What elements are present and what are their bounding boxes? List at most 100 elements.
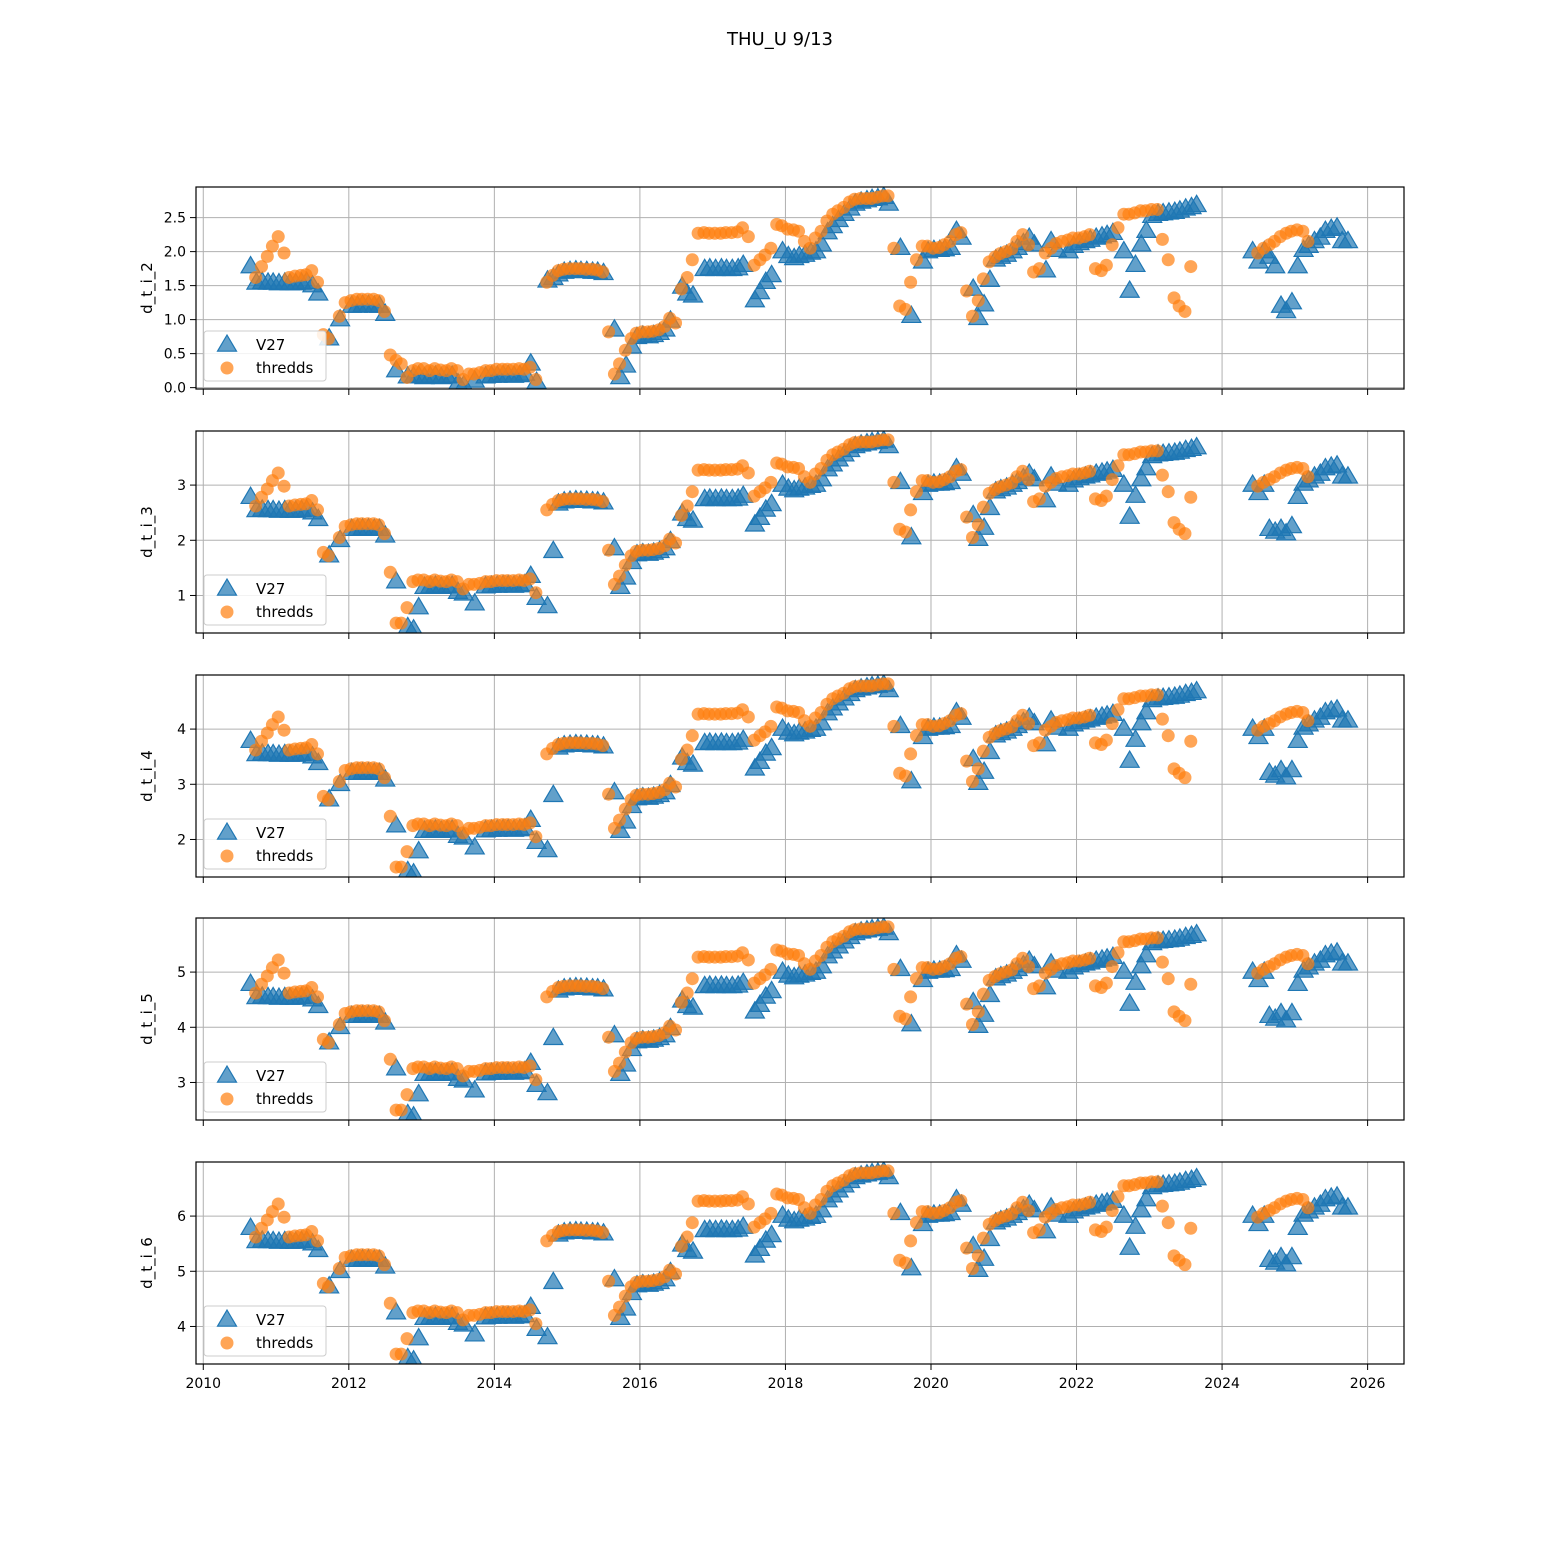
v27-point — [536, 1326, 559, 1345]
thredds-point — [1022, 1204, 1036, 1218]
thredds-point — [669, 316, 683, 330]
thredds-point — [400, 1332, 414, 1346]
v27-point — [1130, 468, 1152, 487]
v27-point — [385, 570, 407, 589]
thredds-point — [1099, 258, 1113, 272]
thredds-point — [271, 1197, 285, 1211]
thredds-point — [1032, 1223, 1046, 1237]
v27-point — [1287, 1217, 1309, 1236]
v27-point — [1113, 240, 1135, 259]
y-tick-label: 2.0 — [164, 245, 186, 261]
thredds-point — [741, 230, 755, 244]
y-tick-label: 1.0 — [164, 313, 186, 329]
thredds-point — [741, 1197, 755, 1211]
thredds-point — [271, 710, 285, 724]
thredds-point — [1155, 232, 1169, 246]
thredds-point — [960, 284, 974, 298]
y-axis-label: d_t_i_5 — [138, 993, 157, 1045]
v27-point — [1130, 1199, 1152, 1218]
thredds-point — [909, 1216, 923, 1230]
thredds-point — [618, 343, 632, 357]
legend: V27 thredds — [203, 1305, 327, 1357]
thredds-point — [254, 260, 268, 274]
subplot-3: 2 3 4 d_t_i_4 V27 thredds — [138, 674, 1405, 883]
thredds-point — [277, 246, 291, 260]
v27-point — [385, 1057, 407, 1076]
thredds-point — [265, 239, 279, 253]
axes-frame — [195, 674, 1405, 878]
v27-point — [1326, 216, 1348, 235]
legend-label: thredds — [256, 847, 313, 865]
legend-label: V27 — [256, 580, 285, 598]
thredds-point — [332, 531, 346, 545]
thredds-point — [321, 1280, 335, 1294]
thredds-point — [1032, 979, 1046, 993]
thredds-point — [971, 518, 985, 532]
v27-point — [1119, 992, 1141, 1011]
thredds-point — [277, 723, 291, 737]
thredds-point — [394, 1103, 408, 1117]
thredds-point — [954, 707, 968, 721]
v27-point — [1135, 220, 1157, 239]
v27-point — [307, 752, 329, 771]
thredds-point — [965, 775, 979, 789]
thredds-point — [1161, 1216, 1175, 1230]
y-tick-label: 2 — [177, 533, 186, 549]
thredds-point — [1032, 492, 1046, 506]
legend-thredds-marker — [220, 361, 234, 375]
thredds-point — [954, 463, 968, 477]
v27-point — [1130, 712, 1152, 731]
thredds-point — [311, 747, 325, 761]
thredds-point — [613, 1056, 627, 1070]
subplot-5: 2010 2012 2014 2016 2018 2020 2022 2024 2026 4 5 6 d… — [138, 1161, 1405, 1392]
y-tick-label: 1 — [177, 588, 186, 604]
data-points — [240, 918, 1359, 1120]
y-tick-label: 3 — [177, 478, 186, 494]
thredds-point — [400, 601, 414, 615]
v27-point — [1130, 233, 1152, 252]
v27-point — [408, 840, 430, 859]
thredds-point — [613, 813, 627, 827]
thredds-point — [260, 249, 274, 263]
thredds-point — [400, 845, 414, 859]
thredds-point — [394, 357, 408, 371]
thredds-point — [1178, 1258, 1192, 1272]
y-axis-label: d_t_i_4 — [138, 750, 157, 802]
y-tick-label: 6 — [177, 1209, 186, 1225]
legend-v27-marker — [216, 821, 238, 840]
v27-point — [682, 996, 704, 1015]
thredds-point — [271, 953, 285, 967]
v27-point — [1186, 680, 1208, 699]
v27-point — [1186, 923, 1208, 942]
thredds-point — [249, 270, 263, 284]
thredds-point — [1301, 957, 1315, 971]
thredds-point — [377, 1014, 391, 1028]
data-points — [240, 675, 1359, 877]
thredds-point — [1150, 444, 1164, 458]
thredds-point — [971, 294, 985, 308]
thredds-point — [909, 485, 923, 499]
legend: V27 thredds — [203, 818, 327, 870]
thredds-point — [383, 1052, 397, 1066]
thredds-point — [881, 920, 895, 934]
legend: V27 thredds — [203, 330, 327, 382]
v27-point — [307, 282, 329, 301]
v27-point — [761, 1224, 783, 1243]
legend-v27-marker — [216, 1064, 238, 1083]
legend-v27-marker — [216, 333, 238, 352]
thredds-point — [674, 1239, 688, 1253]
thredds-point — [1105, 717, 1119, 731]
v27-point — [761, 737, 783, 756]
v27-point — [1119, 279, 1141, 298]
v27-point — [1337, 952, 1359, 971]
v27-point — [405, 862, 423, 877]
v27-point — [761, 493, 783, 512]
thredds-point — [1184, 734, 1198, 748]
thredds-point — [1111, 459, 1125, 473]
y-tick-label: 4 — [177, 1319, 186, 1335]
thredds-point — [971, 762, 985, 776]
thredds-point — [372, 294, 386, 308]
legend-v27-marker — [216, 577, 238, 596]
thredds-point — [596, 1226, 610, 1240]
thredds-point — [1099, 733, 1113, 747]
